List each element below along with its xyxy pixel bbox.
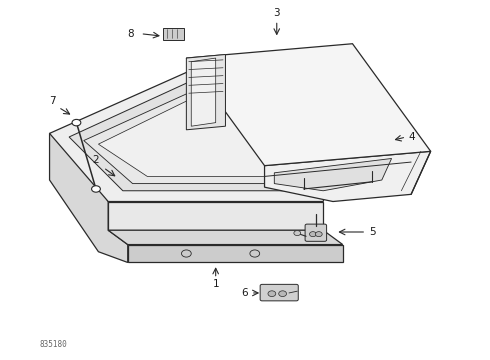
Circle shape xyxy=(316,231,322,237)
Text: 4: 4 xyxy=(409,132,416,142)
Polygon shape xyxy=(186,54,225,130)
Circle shape xyxy=(92,186,100,192)
Text: 7: 7 xyxy=(49,96,55,106)
Text: 835180: 835180 xyxy=(40,339,68,348)
Polygon shape xyxy=(186,44,431,166)
Polygon shape xyxy=(191,58,216,126)
Text: 8: 8 xyxy=(127,29,133,39)
FancyBboxPatch shape xyxy=(305,224,327,241)
FancyBboxPatch shape xyxy=(260,284,298,301)
Circle shape xyxy=(250,250,260,257)
Circle shape xyxy=(279,291,287,297)
Circle shape xyxy=(72,120,81,126)
Polygon shape xyxy=(274,158,392,191)
Polygon shape xyxy=(84,94,318,184)
Polygon shape xyxy=(128,244,343,262)
Text: 2: 2 xyxy=(93,155,99,165)
FancyBboxPatch shape xyxy=(163,28,184,40)
Polygon shape xyxy=(265,151,431,202)
Circle shape xyxy=(181,250,191,257)
Polygon shape xyxy=(108,230,343,244)
Polygon shape xyxy=(69,83,333,191)
Circle shape xyxy=(294,230,301,235)
Polygon shape xyxy=(49,72,352,202)
Polygon shape xyxy=(49,134,128,262)
Polygon shape xyxy=(98,101,304,176)
Polygon shape xyxy=(108,202,323,230)
Circle shape xyxy=(268,291,276,297)
Text: 5: 5 xyxy=(369,227,376,237)
Circle shape xyxy=(310,231,317,237)
Text: 6: 6 xyxy=(241,288,247,298)
Text: 1: 1 xyxy=(212,279,219,289)
Text: 3: 3 xyxy=(273,8,280,18)
